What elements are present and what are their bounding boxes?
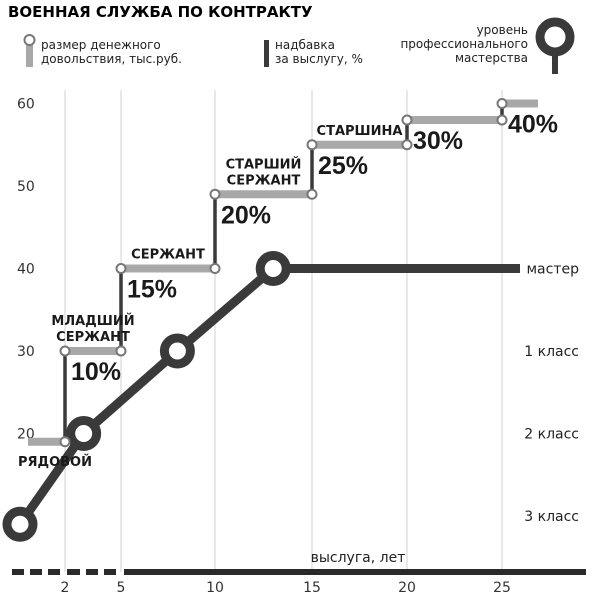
bonus-percent-label: 30% [413, 127, 463, 155]
x-axis-dash [30, 569, 42, 575]
bonus-percent-label: 10% [71, 358, 121, 386]
mastery-point [159, 333, 195, 369]
mastery-line [16, 265, 277, 527]
salary-bar [502, 99, 538, 108]
grid [64, 90, 503, 572]
legend-mastery-stem [552, 50, 558, 74]
x-axis-label: выслуга, лет [311, 550, 406, 566]
bonus-percent-label: 40% [508, 111, 558, 139]
mastery-point [255, 251, 291, 286]
legend-salary-line-1: размер денежного [41, 38, 161, 52]
salary-step-marker [115, 263, 127, 274]
legend-salary-line-2: довольствия, тыс.руб. [41, 52, 182, 66]
y-tick-label: 60 [17, 97, 35, 113]
x-tick-label: 20 [398, 580, 416, 595]
x-axis-dash [67, 569, 80, 575]
salary-bar [215, 190, 312, 199]
bonus-percent-label: 25% [318, 152, 368, 180]
bonus-percent-label: 15% [127, 276, 177, 304]
x-tick-label: 15 [303, 580, 321, 595]
x-tick-label: 25 [493, 580, 511, 595]
salary-step-marker [209, 188, 221, 200]
rank-label: СЕРЖАНТ [131, 248, 205, 263]
salary-bar [65, 347, 121, 355]
salary-step-marker [209, 263, 221, 274]
salary-bar [407, 116, 502, 124]
x-axis-dash [12, 569, 24, 575]
rank-label: СТАРШИНА [317, 124, 403, 139]
legend: размер денежного довольствия, тыс.руб. н… [23, 17, 575, 74]
legend-mastery-line-1: уровень [477, 23, 528, 37]
y-axis-ticks: 102030405060 [17, 97, 35, 526]
legend-salary: размер денежного довольствия, тыс.руб. [23, 34, 182, 67]
salary-step-marker [115, 345, 127, 357]
salary-series: РЯДОВОЙМЛАДШИЙСЕРЖАНТ10%СЕРЖАНТ15%СТАРШИ… [18, 98, 558, 470]
mastery-point [2, 506, 38, 542]
salary-step-marker [306, 188, 318, 200]
mastery-level-label: 2 класс [524, 427, 579, 443]
salary-bar [121, 264, 215, 273]
salary-step-marker [496, 98, 508, 109]
legend-salary-swatch [26, 43, 33, 67]
y-tick-label: 40 [17, 262, 35, 278]
salary-step-marker [59, 436, 71, 448]
x-tick-label: 2 [61, 580, 70, 595]
x-axis-dash [86, 569, 98, 575]
rank-label: СЕРЖАНТ [227, 173, 301, 188]
legend-mastery-line-3: мастерства [455, 51, 528, 65]
rank-label: СЕРЖАНТ [56, 330, 130, 345]
rank-label: РЯДОВОЙ [18, 454, 92, 470]
x-tick-label: 5 [117, 580, 126, 595]
x-axis-dash [104, 569, 116, 575]
mastery-level-label: 1 класс [524, 344, 579, 360]
y-tick-label: 30 [17, 344, 35, 360]
x-axis-line [124, 569, 586, 575]
legend-mastery-line-2: профессионального [400, 37, 528, 51]
y-tick-label: 50 [17, 179, 35, 195]
salary-bar [28, 437, 65, 446]
legend-bonus-swatch [264, 40, 269, 67]
mastery-series: 3 класс 2 класс 1 класс мастер [2, 251, 580, 542]
legend-bonus: надбавка за выслугу, % [264, 38, 363, 67]
legend-bonus-line-2: за выслугу, % [275, 52, 363, 66]
mastery-level-label: мастер [527, 262, 580, 278]
salary-step-marker [59, 345, 71, 357]
salary-bar [312, 140, 407, 149]
chart-title: ВОЕННАЯ СЛУЖБА ПО КОНТРАКТУ [8, 3, 313, 21]
legend-mastery: уровень профессионального мастерства [400, 17, 575, 74]
legend-bonus-line-1: надбавка [275, 38, 335, 52]
bonus-percent-label: 20% [221, 201, 271, 229]
x-axis-dash [48, 569, 60, 575]
rank-label: МЛАДШИЙ [51, 313, 134, 329]
salary-step-marker [496, 114, 508, 126]
rank-label: СТАРШИЙ [226, 156, 302, 172]
salary-step-marker [401, 139, 413, 151]
mastery-level-label: 3 класс [524, 509, 579, 525]
legend-salary-marker [23, 34, 36, 46]
x-tick-label: 10 [206, 580, 224, 595]
mastery-point [66, 416, 102, 451]
salary-step-marker [401, 114, 413, 126]
salary-step-marker [306, 139, 318, 151]
legend-mastery-marker [535, 17, 575, 57]
